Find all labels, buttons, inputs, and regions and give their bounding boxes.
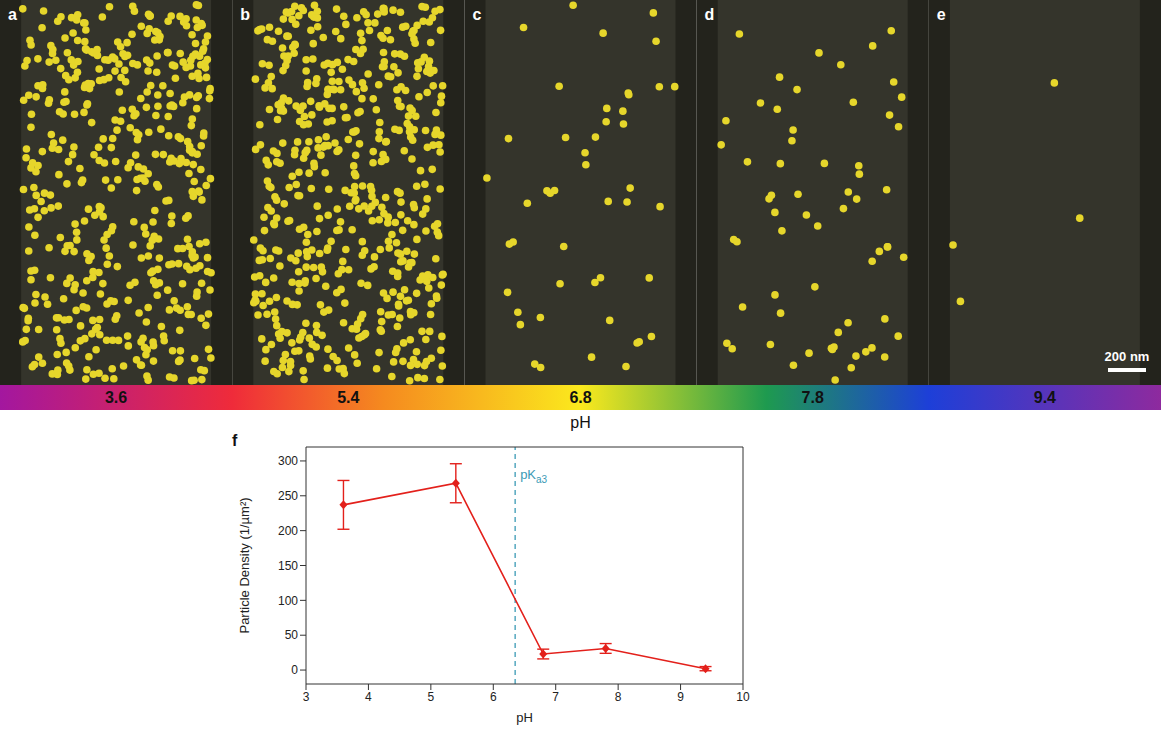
svg-text:200: 200: [278, 524, 298, 538]
svg-text:3.6: 3.6: [105, 389, 127, 406]
html-text:f: f: [232, 432, 238, 449]
svg-text:9: 9: [677, 690, 684, 704]
svg-text:e: e: [937, 6, 946, 23]
svg-text:7.8: 7.8: [802, 389, 824, 406]
svg-text:3: 3: [303, 690, 310, 704]
svg-text:pH: pH: [516, 710, 533, 725]
svg-text:5.4: 5.4: [337, 389, 359, 406]
svg-text:4: 4: [365, 690, 372, 704]
svg-text:10: 10: [736, 690, 750, 704]
svg-text:7: 7: [552, 690, 559, 704]
svg-text:200 nm: 200 nm: [1105, 349, 1150, 364]
svg-text:8: 8: [615, 690, 622, 704]
svg-text:100: 100: [278, 594, 298, 608]
svg-text:300: 300: [278, 454, 298, 468]
svg-text:6.8: 6.8: [569, 389, 591, 406]
svg-text:9.4: 9.4: [1034, 389, 1056, 406]
svg-text:c: c: [472, 6, 481, 23]
svg-text:pKa3: pKa3: [520, 467, 547, 485]
svg-text:50: 50: [285, 628, 299, 642]
svg-text:b: b: [240, 6, 250, 23]
svg-text:a: a: [8, 6, 17, 23]
svg-text:250: 250: [278, 489, 298, 503]
svg-text:pH: pH: [570, 414, 590, 431]
svg-text:5: 5: [428, 690, 435, 704]
svg-text:0: 0: [291, 663, 298, 677]
svg-text:150: 150: [278, 559, 298, 573]
svg-text:Particle Density (1/µm²): Particle Density (1/µm²): [237, 497, 252, 633]
svg-text:6: 6: [490, 690, 497, 704]
svg-text:d: d: [705, 6, 715, 23]
